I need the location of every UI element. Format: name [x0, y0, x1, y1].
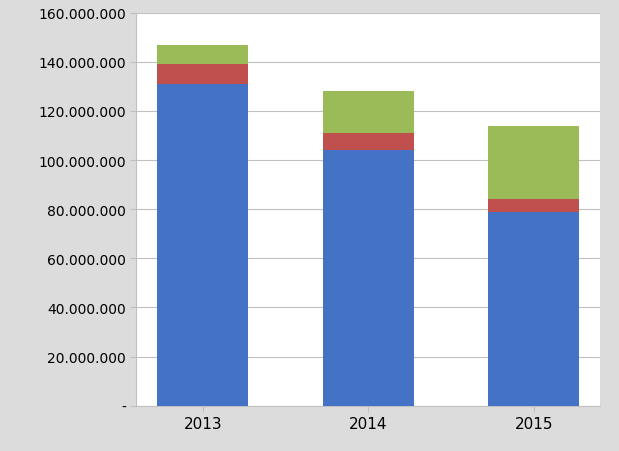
Bar [322, 133, 414, 151]
Bar [488, 126, 579, 200]
Bar [157, 85, 248, 406]
Bar [322, 151, 414, 406]
Bar [488, 212, 579, 406]
Bar [322, 92, 414, 133]
Bar [157, 46, 248, 65]
Bar [488, 200, 579, 212]
Bar [157, 65, 248, 85]
